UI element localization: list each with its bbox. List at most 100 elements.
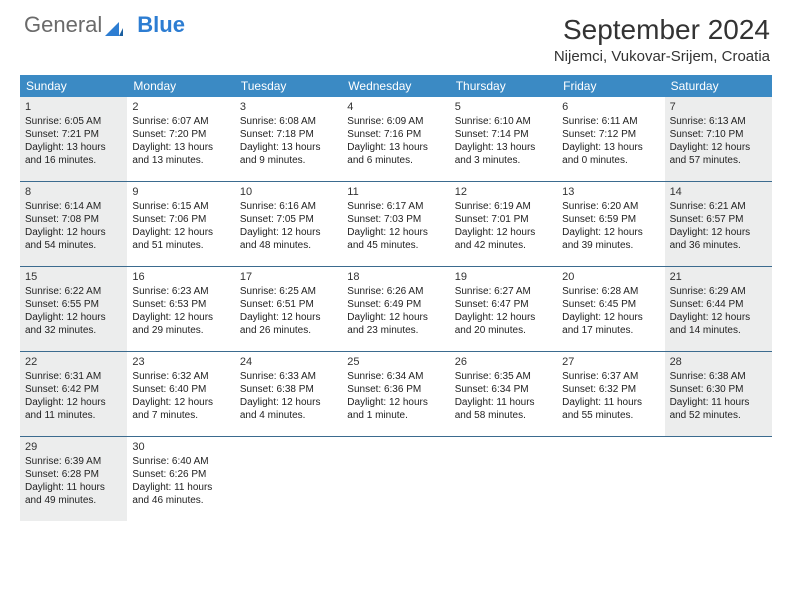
day-header: Monday: [127, 75, 234, 97]
blank-cell: [235, 437, 342, 521]
sunrise-text: Sunrise: 6:35 AM: [455, 370, 552, 383]
day-cell: 14Sunrise: 6:21 AMSunset: 6:57 PMDayligh…: [665, 182, 772, 266]
dl2-text: and 9 minutes.: [240, 154, 337, 167]
day-header: Friday: [557, 75, 664, 97]
calendar: Sunday Monday Tuesday Wednesday Thursday…: [20, 75, 772, 521]
day-cell: 28Sunrise: 6:38 AMSunset: 6:30 PMDayligh…: [665, 352, 772, 436]
day-cell: 5Sunrise: 6:10 AMSunset: 7:14 PMDaylight…: [450, 97, 557, 181]
sunset-text: Sunset: 6:57 PM: [670, 213, 767, 226]
dl2-text: and 52 minutes.: [670, 409, 767, 422]
dl1-text: Daylight: 11 hours: [670, 396, 767, 409]
day-number: 14: [670, 185, 767, 199]
day-number: 1: [25, 100, 122, 114]
day-number: 12: [455, 185, 552, 199]
dl2-text: and 23 minutes.: [347, 324, 444, 337]
dl2-text: and 4 minutes.: [240, 409, 337, 422]
dl1-text: Daylight: 12 hours: [240, 396, 337, 409]
sunset-text: Sunset: 7:20 PM: [132, 128, 229, 141]
dl1-text: Daylight: 11 hours: [25, 481, 122, 494]
sunrise-text: Sunrise: 6:32 AM: [132, 370, 229, 383]
day-number: 3: [240, 100, 337, 114]
week-row: 1Sunrise: 6:05 AMSunset: 7:21 PMDaylight…: [20, 97, 772, 182]
sunrise-text: Sunrise: 6:40 AM: [132, 455, 229, 468]
sunrise-text: Sunrise: 6:39 AM: [25, 455, 122, 468]
dl2-text: and 51 minutes.: [132, 239, 229, 252]
week-row: 22Sunrise: 6:31 AMSunset: 6:42 PMDayligh…: [20, 352, 772, 437]
dl1-text: Daylight: 11 hours: [562, 396, 659, 409]
day-number: 18: [347, 270, 444, 284]
day-number: 15: [25, 270, 122, 284]
dl1-text: Daylight: 12 hours: [347, 396, 444, 409]
sunset-text: Sunset: 7:14 PM: [455, 128, 552, 141]
sunset-text: Sunset: 7:05 PM: [240, 213, 337, 226]
day-cell: 12Sunrise: 6:19 AMSunset: 7:01 PMDayligh…: [450, 182, 557, 266]
blank-cell: [665, 437, 772, 521]
sunset-text: Sunset: 7:01 PM: [455, 213, 552, 226]
dl1-text: Daylight: 13 hours: [25, 141, 122, 154]
day-number: 16: [132, 270, 229, 284]
day-cell: 10Sunrise: 6:16 AMSunset: 7:05 PMDayligh…: [235, 182, 342, 266]
dl1-text: Daylight: 12 hours: [562, 311, 659, 324]
sunset-text: Sunset: 7:10 PM: [670, 128, 767, 141]
dl2-text: and 48 minutes.: [240, 239, 337, 252]
day-number: 4: [347, 100, 444, 114]
day-cell: 7Sunrise: 6:13 AMSunset: 7:10 PMDaylight…: [665, 97, 772, 181]
logo: General Blue: [24, 14, 185, 36]
sunrise-text: Sunrise: 6:09 AM: [347, 115, 444, 128]
sunset-text: Sunset: 6:38 PM: [240, 383, 337, 396]
sunrise-text: Sunrise: 6:29 AM: [670, 285, 767, 298]
day-cell: 4Sunrise: 6:09 AMSunset: 7:16 PMDaylight…: [342, 97, 449, 181]
sunrise-text: Sunrise: 6:08 AM: [240, 115, 337, 128]
blank-cell: [342, 437, 449, 521]
day-cell: 8Sunrise: 6:14 AMSunset: 7:08 PMDaylight…: [20, 182, 127, 266]
dl2-text: and 6 minutes.: [347, 154, 444, 167]
dl1-text: Daylight: 13 hours: [347, 141, 444, 154]
day-cell: 3Sunrise: 6:08 AMSunset: 7:18 PMDaylight…: [235, 97, 342, 181]
dl1-text: Daylight: 13 hours: [132, 141, 229, 154]
weeks-container: 1Sunrise: 6:05 AMSunset: 7:21 PMDaylight…: [20, 97, 772, 521]
dl1-text: Daylight: 12 hours: [240, 226, 337, 239]
title-block: September 2024 Nijemci, Vukovar-Srijem, …: [554, 14, 770, 65]
dl1-text: Daylight: 12 hours: [240, 311, 337, 324]
day-number: 28: [670, 355, 767, 369]
dl1-text: Daylight: 11 hours: [455, 396, 552, 409]
dl2-text: and 45 minutes.: [347, 239, 444, 252]
dl1-text: Daylight: 13 hours: [240, 141, 337, 154]
dl1-text: Daylight: 12 hours: [132, 226, 229, 239]
day-number: 8: [25, 185, 122, 199]
sunrise-text: Sunrise: 6:34 AM: [347, 370, 444, 383]
dl1-text: Daylight: 12 hours: [25, 396, 122, 409]
sunrise-text: Sunrise: 6:28 AM: [562, 285, 659, 298]
day-number: 29: [25, 440, 122, 454]
sunset-text: Sunset: 6:59 PM: [562, 213, 659, 226]
dl1-text: Daylight: 12 hours: [562, 226, 659, 239]
logo-word1: General: [24, 14, 102, 36]
day-cell: 22Sunrise: 6:31 AMSunset: 6:42 PMDayligh…: [20, 352, 127, 436]
dl1-text: Daylight: 12 hours: [670, 311, 767, 324]
sunrise-text: Sunrise: 6:25 AM: [240, 285, 337, 298]
sunset-text: Sunset: 6:26 PM: [132, 468, 229, 481]
day-header: Tuesday: [235, 75, 342, 97]
week-row: 15Sunrise: 6:22 AMSunset: 6:55 PMDayligh…: [20, 267, 772, 352]
day-cell: 9Sunrise: 6:15 AMSunset: 7:06 PMDaylight…: [127, 182, 234, 266]
day-number: 20: [562, 270, 659, 284]
sunrise-text: Sunrise: 6:22 AM: [25, 285, 122, 298]
day-number: 21: [670, 270, 767, 284]
dl1-text: Daylight: 12 hours: [670, 141, 767, 154]
dl2-text: and 49 minutes.: [25, 494, 122, 507]
sunset-text: Sunset: 6:30 PM: [670, 383, 767, 396]
sunrise-text: Sunrise: 6:17 AM: [347, 200, 444, 213]
sunrise-text: Sunrise: 6:05 AM: [25, 115, 122, 128]
day-cell: 29Sunrise: 6:39 AMSunset: 6:28 PMDayligh…: [20, 437, 127, 521]
sunrise-text: Sunrise: 6:16 AM: [240, 200, 337, 213]
sunset-text: Sunset: 6:53 PM: [132, 298, 229, 311]
dl2-text: and 1 minute.: [347, 409, 444, 422]
dl2-text: and 17 minutes.: [562, 324, 659, 337]
sunrise-text: Sunrise: 6:37 AM: [562, 370, 659, 383]
day-number: 17: [240, 270, 337, 284]
day-cell: 17Sunrise: 6:25 AMSunset: 6:51 PMDayligh…: [235, 267, 342, 351]
dl1-text: Daylight: 12 hours: [347, 226, 444, 239]
dl2-text: and 39 minutes.: [562, 239, 659, 252]
day-cell: 23Sunrise: 6:32 AMSunset: 6:40 PMDayligh…: [127, 352, 234, 436]
day-number: 7: [670, 100, 767, 114]
